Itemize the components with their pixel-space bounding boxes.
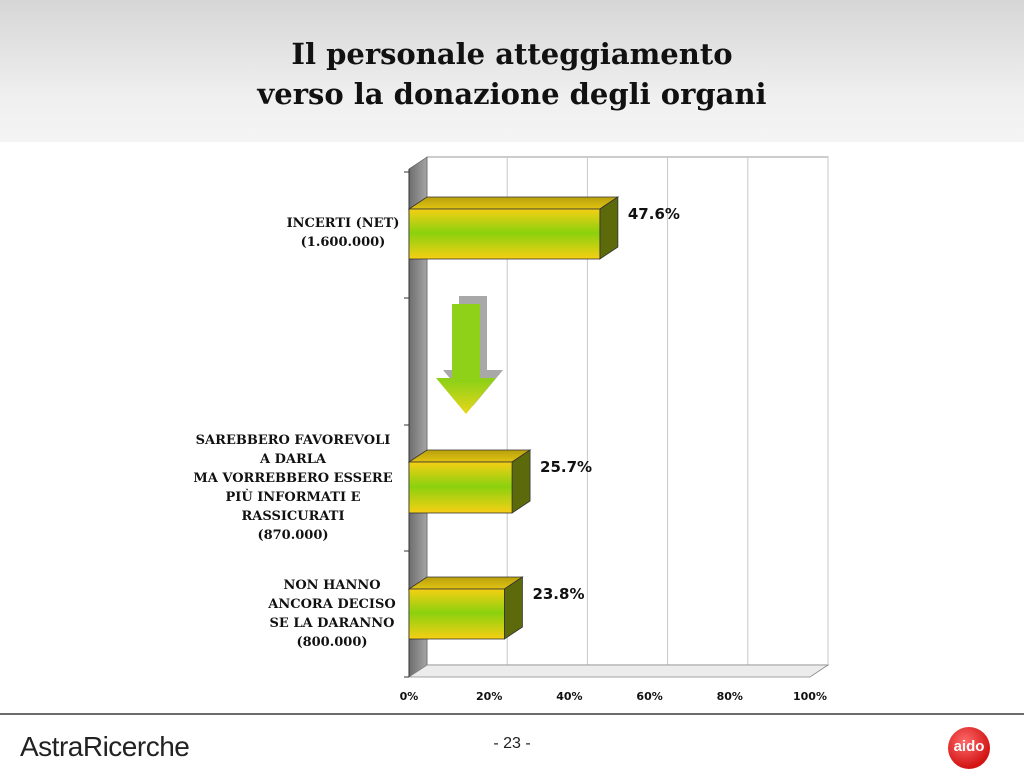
x-tick-label: 0% (400, 690, 419, 703)
bar-top-face (407, 196, 620, 210)
category-label-favorevoli: SAREBBERO FAVOREVOLI A DARLA MA VORREBBE… (193, 433, 393, 543)
bar-front-face (408, 461, 513, 514)
brand-logo: AstraRicerche (20, 731, 190, 762)
slide-title: Il personale atteggiamento verso la dona… (0, 34, 1024, 114)
slide-title-line1: Il personale atteggiamento (291, 37, 733, 71)
x-tick-label: 40% (556, 690, 582, 703)
down-arrow-icon (436, 304, 496, 414)
x-tick-label: 20% (476, 690, 502, 703)
plot-floor (407, 664, 830, 678)
x-tick-label: 60% (636, 690, 662, 703)
bar-top-face (407, 449, 532, 463)
footer: AstraRicerche - 23 - aido (0, 713, 1024, 770)
slide-title-line2: verso la donazione degli organi (257, 77, 767, 111)
title-band (0, 0, 1024, 142)
aido-logo: aido (948, 727, 990, 769)
bar-2 (407, 576, 524, 640)
bar-0 (407, 196, 620, 260)
bar-top-face (407, 576, 524, 590)
page-number: - 23 - (493, 735, 531, 752)
bar-value-label: 25.7% (540, 458, 592, 476)
bar-front-face (408, 588, 505, 640)
category-label-incerti: INCERTI (NET) (1.600.000) (286, 216, 400, 250)
bar-chart: 0% 20% 40% 60% 80% 100% 47.6% 25.7% 23.8% (400, 156, 830, 703)
bar-value-label: 47.6% (628, 205, 680, 223)
aido-logo-text: aido (953, 738, 985, 755)
bar-value-label: 23.8% (532, 585, 584, 603)
x-tick-label: 100% (793, 690, 827, 703)
x-tick-label: 80% (717, 690, 743, 703)
category-label-non-deciso: NON HANNO ANCORA DECISO SE LA DARANNO (8… (268, 578, 396, 650)
bar-1 (407, 449, 532, 514)
bar-front-face (408, 208, 601, 260)
